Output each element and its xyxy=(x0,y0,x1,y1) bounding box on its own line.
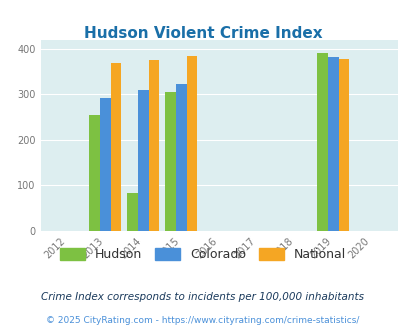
Bar xyxy=(100,98,110,231)
Text: Hudson Violent Crime Index: Hudson Violent Crime Index xyxy=(83,26,322,41)
Bar xyxy=(327,57,338,231)
Bar xyxy=(338,59,348,231)
Bar xyxy=(148,60,159,231)
Bar xyxy=(110,63,121,231)
Bar xyxy=(89,115,100,231)
Bar xyxy=(165,92,175,231)
Text: © 2025 CityRating.com - https://www.cityrating.com/crime-statistics/: © 2025 CityRating.com - https://www.city… xyxy=(46,316,359,325)
Bar xyxy=(317,53,327,231)
Bar xyxy=(175,84,186,231)
Bar xyxy=(186,56,197,231)
Bar xyxy=(138,90,148,231)
Text: Crime Index corresponds to incidents per 100,000 inhabitants: Crime Index corresponds to incidents per… xyxy=(41,292,364,302)
Legend: Hudson, Colorado, National: Hudson, Colorado, National xyxy=(55,243,350,266)
Bar xyxy=(127,193,138,231)
